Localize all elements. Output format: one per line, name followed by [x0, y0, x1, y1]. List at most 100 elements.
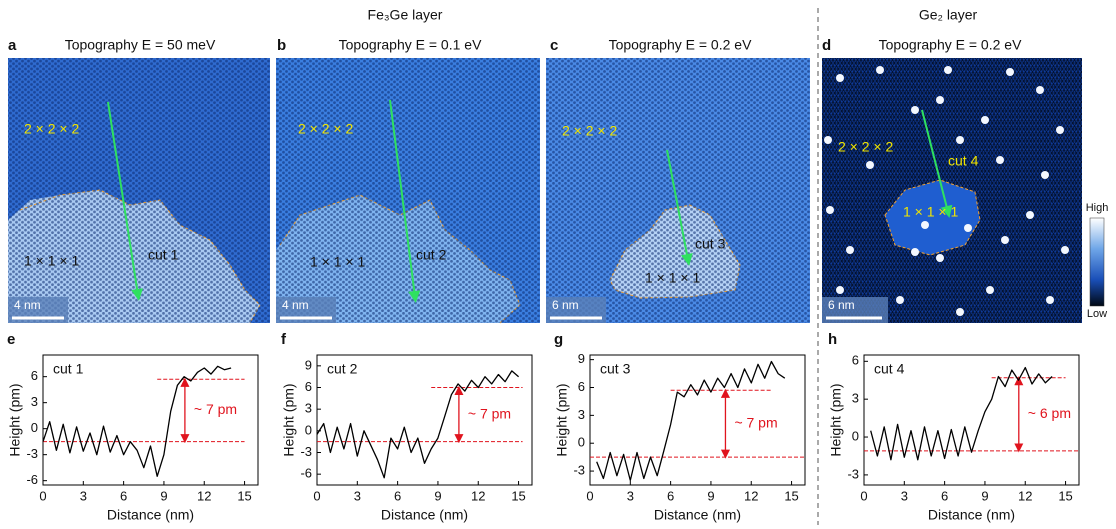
x-tick-label: 9	[707, 488, 714, 503]
x-tick-label: 9	[981, 488, 988, 503]
y-tick-label: -3	[847, 466, 859, 481]
y-tick-label: 6	[852, 353, 859, 368]
y-tick-label: -3	[573, 463, 585, 478]
plot-frame	[589, 354, 806, 486]
colorbar-high: High	[1086, 202, 1109, 214]
y-tick-label: -3	[300, 444, 312, 459]
annotation: ~ 7 pm	[194, 401, 237, 417]
x-tick-label: 9	[434, 488, 441, 503]
cut-arrow	[107, 101, 144, 301]
annotation: ~ 6 pm	[1028, 405, 1071, 421]
panel-letter: b	[277, 37, 286, 54]
x-tick-label: 12	[1018, 488, 1032, 503]
y-tick-label: 0	[852, 428, 859, 443]
panel-letter: d	[822, 37, 831, 54]
y-tick-label: 6	[305, 379, 312, 394]
y-tick-label: 3	[305, 401, 312, 416]
panel-a: a Topography E = 50 meV 2 × 2 × 2 1 × 1 …	[8, 37, 270, 324]
x-tick-label: 15	[784, 488, 798, 503]
panel-letter: a	[8, 37, 17, 54]
x-tick-label: 15	[511, 488, 525, 503]
panel-letter: h	[828, 331, 837, 348]
y-tick-label: 0	[31, 420, 38, 435]
plot-frame	[863, 354, 1080, 486]
x-tick-label: 6	[394, 488, 401, 503]
y-tick-label: 0	[305, 422, 312, 437]
annotation: ~ 7 pm	[734, 414, 777, 430]
panel-letter: e	[7, 331, 15, 348]
y-tick-label: 3	[578, 407, 585, 422]
cut-arrow	[666, 149, 693, 266]
label: 1 × 1 × 1	[645, 270, 700, 286]
x-tick-label: 3	[354, 488, 361, 503]
panel-letter: g	[554, 331, 563, 348]
profile-line	[870, 366, 1053, 461]
x-tick-label: 0	[860, 488, 867, 503]
x-tick-label: 6	[667, 488, 674, 503]
y-tick-label: 9	[578, 351, 585, 366]
panel-title: Topography E = 50 meV	[65, 37, 216, 53]
x-tick-label: 0	[39, 488, 46, 503]
plot-frame	[42, 354, 259, 486]
x-tick-label: 6	[120, 488, 127, 503]
plot-frame	[316, 354, 533, 486]
label: cut 1	[148, 247, 179, 263]
lattice	[276, 58, 540, 323]
label: 2 × 2 × 2	[298, 121, 353, 137]
panel-letter: c	[550, 37, 558, 54]
x-tick-label: 6	[941, 488, 948, 503]
scale-label: 4 nm	[14, 298, 41, 312]
panel-letter: f	[281, 331, 287, 348]
label: cut 2	[416, 247, 447, 263]
y-tick-label: -6	[300, 466, 312, 481]
y-tick-label: -6	[26, 472, 38, 487]
x-tick-label: 3	[80, 488, 87, 503]
cut-label: cut 2	[327, 361, 358, 377]
y-tick-label: 9	[305, 357, 312, 372]
label: cut 3	[695, 236, 726, 252]
x-axis-label: Distance (nm)	[928, 507, 1015, 523]
label: cut 4	[948, 153, 979, 169]
label: 1 × 1 × 1	[903, 204, 958, 220]
panel-c: c Topography E = 0.2 eV 2 × 2 × 2 1 × 1 …	[546, 37, 810, 323]
region	[884, 179, 981, 256]
label: 2 × 2 × 2	[24, 121, 79, 137]
y-axis-label: Height (pm)	[7, 383, 23, 456]
y-tick-label: -3	[26, 446, 38, 461]
profile-line	[316, 370, 520, 479]
panel-title: Topography E = 0.2 eV	[609, 37, 752, 53]
scale-label: 6 nm	[828, 298, 855, 312]
x-tick-label: 15	[1058, 488, 1072, 503]
x-axis-label: Distance (nm)	[107, 507, 194, 523]
colorbar-low: Low	[1087, 308, 1107, 320]
group-title: Ge₂ layer	[919, 7, 978, 23]
label: 1 × 1 × 1	[310, 254, 365, 270]
cut-label: cut 4	[874, 361, 905, 377]
panel-title: Topography E = 0.1 eV	[339, 37, 482, 53]
x-tick-label: 15	[237, 488, 251, 503]
cut-arrow	[921, 109, 953, 218]
x-tick-label: 12	[744, 488, 758, 503]
scale-label: 4 nm	[282, 298, 309, 312]
y-tick-label: 0	[578, 435, 585, 450]
profile-line	[596, 360, 786, 482]
panel-d: d Topography E = 0.2 eV 2 × 2 × 2 1 × 1 …	[822, 37, 1082, 323]
panel-title: Topography E = 0.2 eV	[879, 37, 1022, 53]
x-tick-label: 0	[313, 488, 320, 503]
label: 2 × 2 × 2	[838, 139, 893, 155]
x-tick-label: 3	[627, 488, 634, 503]
label: 2 × 2 × 2	[562, 123, 617, 139]
x-tick-label: 12	[471, 488, 485, 503]
scale-label: 6 nm	[552, 298, 579, 312]
x-tick-label: 12	[197, 488, 211, 503]
y-tick-label: 3	[852, 391, 859, 406]
cut-label: cut 1	[53, 361, 84, 377]
group-title: Fe₃Ge layer	[368, 7, 443, 23]
x-tick-label: 3	[901, 488, 908, 503]
colorbar	[1089, 217, 1105, 307]
x-axis-label: Distance (nm)	[381, 507, 468, 523]
annotation: ~ 7 pm	[468, 405, 511, 421]
label: 1 × 1 × 1	[24, 253, 79, 269]
y-tick-label: 6	[578, 379, 585, 394]
